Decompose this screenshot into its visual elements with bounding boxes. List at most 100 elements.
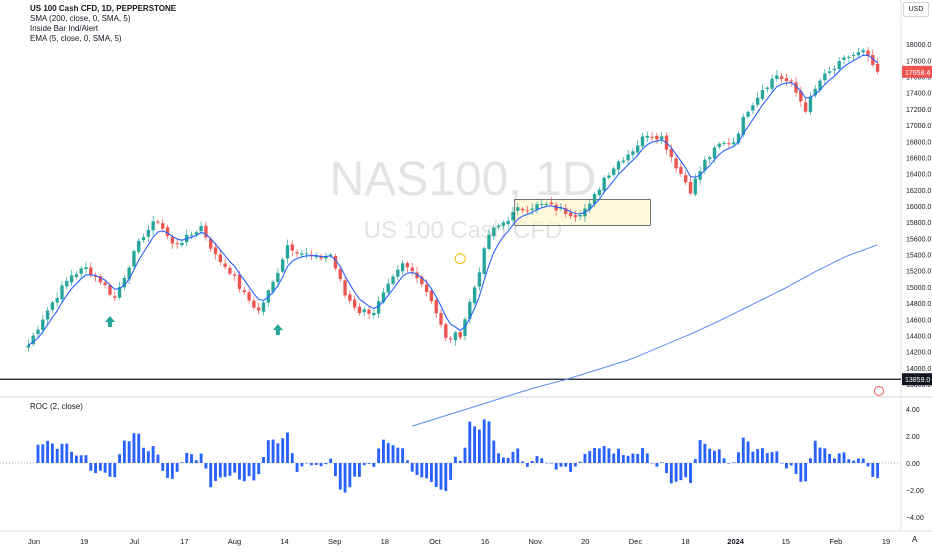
candle-body [434, 300, 438, 314]
candle-body [276, 272, 280, 282]
candle-body [420, 276, 424, 285]
price-tick-label: 14400.0 [906, 333, 931, 340]
roc-bar [645, 453, 649, 463]
roc-bar [151, 446, 155, 463]
price-tick-label: 18000.0 [906, 42, 931, 49]
roc-bar [698, 440, 702, 463]
time-tick-label: 2024 [727, 537, 745, 546]
legend-inside-bar[interactable]: Inside Bar Ind/Alert [30, 24, 99, 33]
candle-body [281, 259, 285, 272]
roc-bar [98, 463, 102, 471]
price-tick-label: 15000.0 [906, 285, 931, 292]
price-tick-label: 17200.0 [906, 107, 931, 114]
roc-bar [602, 446, 606, 463]
currency-label[interactable]: USD [903, 2, 929, 17]
candle-body [650, 136, 654, 138]
last-price-badge-label: 17658.4 [905, 70, 930, 77]
candle-body [405, 263, 410, 268]
roc-bar [823, 448, 827, 463]
candle-body [823, 73, 827, 81]
roc-bar [338, 463, 342, 490]
candle-body [175, 243, 179, 245]
candle-body [218, 254, 222, 263]
roc-bar [271, 439, 275, 463]
roc-bar [636, 453, 640, 463]
candle-body [180, 242, 184, 245]
candle-body [141, 237, 146, 241]
candle-body [352, 299, 357, 308]
roc-bar [209, 463, 213, 488]
roc-bar [847, 459, 851, 463]
alert-icon [874, 386, 884, 396]
roc-bar [852, 460, 856, 463]
roc-bar [765, 453, 769, 463]
legend-sma[interactable]: SMA (200, close, 0, SMA, 5) [30, 14, 131, 23]
candle-body [731, 142, 736, 145]
candle-body [808, 96, 813, 113]
candle-body [295, 252, 299, 254]
roc-bar [674, 463, 678, 482]
roc-bar [597, 448, 601, 463]
roc-bar [732, 462, 736, 463]
candle-body [333, 255, 338, 269]
candle-body [549, 202, 554, 205]
roc-bar [233, 463, 237, 473]
roc-bar [362, 463, 366, 466]
roc-tick-label: −2.00 [906, 488, 924, 495]
roc-bar [871, 463, 875, 477]
candle-body [324, 256, 328, 259]
roc-bar [391, 445, 395, 463]
roc-bar [348, 463, 352, 488]
roc-bar [199, 453, 203, 463]
candle-body [189, 234, 194, 236]
candle-body [626, 154, 630, 161]
legend-ema[interactable]: EMA (5, close, 0, SMA, 5) [30, 34, 122, 43]
time-tick-label: Aug [228, 537, 241, 546]
candles-group [26, 46, 880, 352]
candle-body [453, 332, 458, 341]
roc-legend[interactable]: ROC (2, close) [30, 402, 83, 411]
candle-body [98, 276, 103, 283]
time-tick-label: Feb [829, 537, 842, 546]
roc-bar [492, 440, 496, 463]
roc-bar [185, 452, 189, 463]
candle-body [525, 210, 530, 212]
candle-body [367, 309, 371, 314]
candle-body [314, 255, 318, 258]
roc-bar [785, 463, 788, 469]
price-tick-label: 17000.0 [906, 123, 931, 130]
roc-bar [876, 463, 880, 479]
roc-bar [444, 463, 448, 491]
legend-symbol[interactable]: US 100 Cash CFD, 1D, PEPPERSTONE [30, 4, 177, 13]
roc-bar [415, 463, 419, 476]
roc-bar [818, 447, 822, 463]
roc-bar [525, 463, 529, 467]
chart-legend: US 100 Cash CFD, 1D, PEPPERSTONE SMA (20… [30, 4, 176, 44]
roc-bar [789, 463, 793, 466]
roc-bar [679, 463, 683, 481]
auto-scale-button[interactable]: A [912, 535, 918, 544]
roc-bar [856, 458, 860, 463]
candle-body [271, 281, 275, 292]
roc-bar [439, 463, 443, 490]
candle-body [592, 194, 597, 204]
roc-bar [804, 463, 808, 482]
candle-body [36, 329, 40, 335]
roc-bar [127, 441, 131, 463]
candle-body [645, 135, 649, 138]
candle-body [79, 268, 83, 274]
roc-bar [554, 463, 558, 470]
roc-bar [708, 448, 712, 463]
roc-bar [794, 463, 798, 474]
candle-body [400, 263, 405, 272]
candle-body [770, 78, 774, 89]
roc-bar [242, 463, 246, 482]
roc-bar [190, 454, 193, 463]
roc-bar [281, 438, 285, 463]
candle-body [602, 177, 606, 191]
time-tick-label: 17 [180, 537, 188, 546]
roc-bar [808, 458, 812, 463]
roc-bar [530, 461, 534, 463]
